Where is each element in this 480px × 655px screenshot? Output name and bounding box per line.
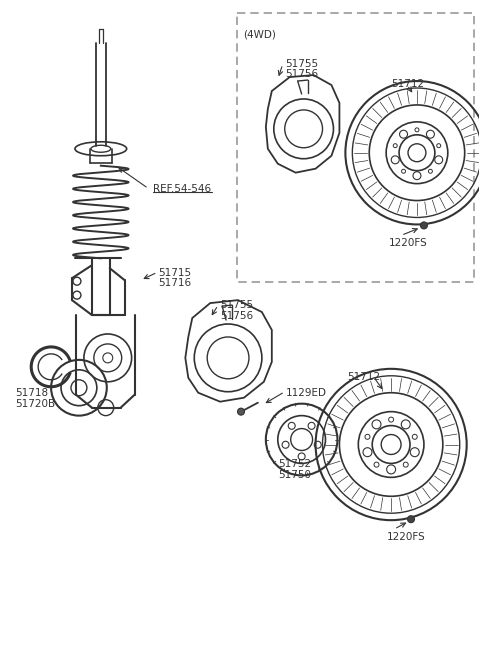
Text: 51756: 51756 [220,311,253,321]
Text: 51715: 51715 [158,269,192,278]
Text: 51755: 51755 [220,300,253,310]
Text: 51750: 51750 [278,470,311,480]
Text: 51755: 51755 [285,59,318,69]
Bar [237,13,474,282]
Text: 51720B: 51720B [15,399,55,409]
Text: 1220FS: 1220FS [389,238,428,248]
Text: 51718: 51718 [15,388,48,398]
Text: 51712: 51712 [391,79,424,89]
Text: (4WD): (4WD) [243,29,276,39]
Text: REF.54-546: REF.54-546 [153,183,211,194]
Text: 51712: 51712 [348,372,381,382]
Text: 1129ED: 1129ED [286,388,327,398]
Text: 51716: 51716 [158,278,192,288]
Text: 51752: 51752 [278,459,311,470]
Circle shape [420,222,427,229]
Text: 51756: 51756 [285,69,318,79]
Circle shape [238,408,244,415]
Text: 1220FS: 1220FS [387,532,426,542]
Circle shape [408,515,415,523]
